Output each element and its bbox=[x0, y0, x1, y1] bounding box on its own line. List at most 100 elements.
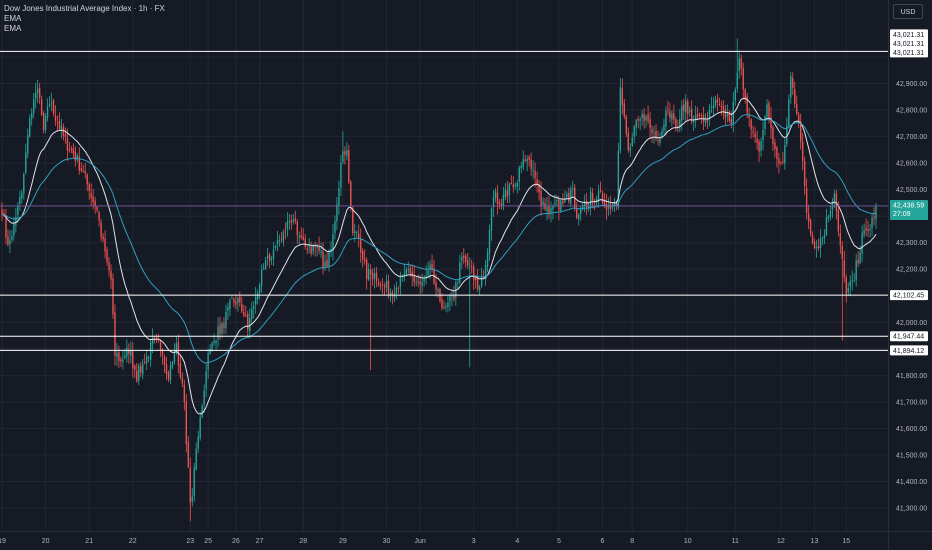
candle[interactable] bbox=[831, 198, 834, 218]
candle[interactable] bbox=[229, 298, 231, 317]
candle[interactable] bbox=[239, 291, 241, 307]
candle[interactable] bbox=[518, 165, 520, 191]
candle[interactable] bbox=[720, 100, 723, 116]
candle[interactable] bbox=[126, 339, 128, 363]
candle[interactable] bbox=[580, 205, 582, 221]
candle[interactable] bbox=[548, 195, 550, 219]
candle[interactable] bbox=[262, 263, 265, 271]
candle[interactable] bbox=[298, 231, 300, 246]
candle[interactable] bbox=[21, 189, 23, 204]
candle[interactable] bbox=[552, 204, 554, 220]
candle[interactable] bbox=[381, 278, 384, 294]
candle[interactable] bbox=[193, 462, 195, 502]
candle[interactable] bbox=[490, 207, 493, 241]
candle[interactable] bbox=[744, 87, 746, 104]
candle[interactable] bbox=[671, 110, 673, 127]
candle[interactable] bbox=[835, 189, 838, 220]
candle[interactable] bbox=[669, 102, 671, 123]
candle[interactable] bbox=[492, 189, 495, 217]
candle[interactable] bbox=[516, 179, 518, 194]
candle[interactable] bbox=[60, 118, 63, 139]
candle[interactable] bbox=[241, 296, 243, 314]
candle[interactable] bbox=[508, 182, 511, 204]
candle[interactable] bbox=[254, 286, 257, 314]
candle[interactable] bbox=[758, 139, 760, 162]
candle[interactable] bbox=[407, 261, 409, 274]
candle[interactable] bbox=[106, 246, 108, 266]
candle[interactable] bbox=[512, 176, 515, 193]
candle[interactable] bbox=[393, 284, 396, 303]
candle[interactable] bbox=[724, 104, 727, 126]
candle[interactable] bbox=[330, 241, 332, 257]
candle[interactable] bbox=[821, 236, 824, 246]
candle[interactable] bbox=[500, 198, 503, 210]
candle[interactable] bbox=[322, 242, 324, 275]
candle[interactable] bbox=[633, 124, 635, 144]
symbol-title[interactable]: Dow Jones Industrial Average Index · 1h … bbox=[4, 4, 165, 13]
candle[interactable] bbox=[205, 363, 207, 398]
candle[interactable] bbox=[431, 254, 433, 273]
candle[interactable] bbox=[249, 308, 251, 339]
candle[interactable] bbox=[336, 197, 338, 230]
candle[interactable] bbox=[423, 274, 425, 287]
candle[interactable] bbox=[641, 110, 643, 126]
candle[interactable] bbox=[839, 224, 842, 254]
candle[interactable] bbox=[601, 190, 604, 206]
candle[interactable] bbox=[62, 123, 65, 141]
candle[interactable] bbox=[863, 223, 865, 238]
candle[interactable] bbox=[17, 201, 19, 223]
candle[interactable] bbox=[474, 275, 477, 289]
candle[interactable] bbox=[256, 289, 259, 305]
candle[interactable] bbox=[54, 105, 57, 127]
candle[interactable] bbox=[334, 215, 336, 240]
candle[interactable] bbox=[391, 289, 394, 305]
candle[interactable] bbox=[803, 156, 806, 195]
candle[interactable] bbox=[268, 252, 271, 269]
candle[interactable] bbox=[696, 107, 699, 121]
candle[interactable] bbox=[235, 294, 237, 310]
candle[interactable] bbox=[64, 127, 67, 144]
candle[interactable] bbox=[225, 304, 227, 334]
candle[interactable] bbox=[149, 338, 152, 367]
candle[interactable] bbox=[445, 302, 447, 312]
candle[interactable] bbox=[754, 127, 756, 143]
candle[interactable] bbox=[362, 248, 364, 268]
candle[interactable] bbox=[578, 213, 580, 226]
candle[interactable] bbox=[300, 227, 302, 240]
candle[interactable] bbox=[247, 310, 249, 337]
candle[interactable] bbox=[1, 202, 3, 222]
candle[interactable] bbox=[371, 268, 374, 286]
candle[interactable] bbox=[27, 128, 29, 159]
candle[interactable] bbox=[94, 196, 96, 214]
candle[interactable] bbox=[798, 111, 800, 129]
candle[interactable] bbox=[159, 339, 162, 357]
candle[interactable] bbox=[631, 132, 633, 148]
candle[interactable] bbox=[373, 267, 376, 289]
candle[interactable] bbox=[465, 253, 467, 268]
candle[interactable] bbox=[163, 354, 166, 373]
candle[interactable] bbox=[13, 217, 15, 241]
candle[interactable] bbox=[286, 212, 289, 237]
candle[interactable] bbox=[689, 106, 691, 117]
candle[interactable] bbox=[122, 350, 124, 370]
candle[interactable] bbox=[453, 285, 455, 302]
candle[interactable] bbox=[112, 273, 114, 319]
candle[interactable] bbox=[659, 132, 661, 147]
candle[interactable] bbox=[11, 229, 13, 243]
candle[interactable] bbox=[245, 305, 247, 318]
candle[interactable] bbox=[88, 182, 90, 200]
candle[interactable] bbox=[532, 160, 534, 180]
candle[interactable] bbox=[324, 254, 326, 271]
candle[interactable] bbox=[526, 155, 528, 172]
candle[interactable] bbox=[78, 147, 80, 175]
candle[interactable] bbox=[260, 264, 263, 293]
candle[interactable] bbox=[76, 153, 79, 163]
candle[interactable] bbox=[215, 339, 217, 351]
candle[interactable] bbox=[752, 125, 754, 138]
candle[interactable] bbox=[685, 94, 687, 122]
candle[interactable] bbox=[494, 187, 497, 203]
candle[interactable] bbox=[132, 341, 134, 378]
candle[interactable] bbox=[411, 264, 413, 287]
candle[interactable] bbox=[562, 193, 564, 207]
